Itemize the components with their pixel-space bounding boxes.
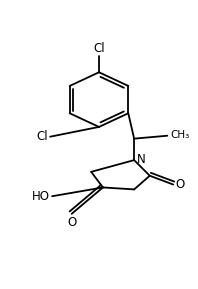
Text: N: N [137,153,146,166]
Text: O: O [67,216,76,229]
Text: Cl: Cl [37,130,48,143]
Text: O: O [175,178,184,191]
Text: Cl: Cl [93,42,105,55]
Text: HO: HO [32,190,50,203]
Text: CH₃: CH₃ [170,130,189,140]
